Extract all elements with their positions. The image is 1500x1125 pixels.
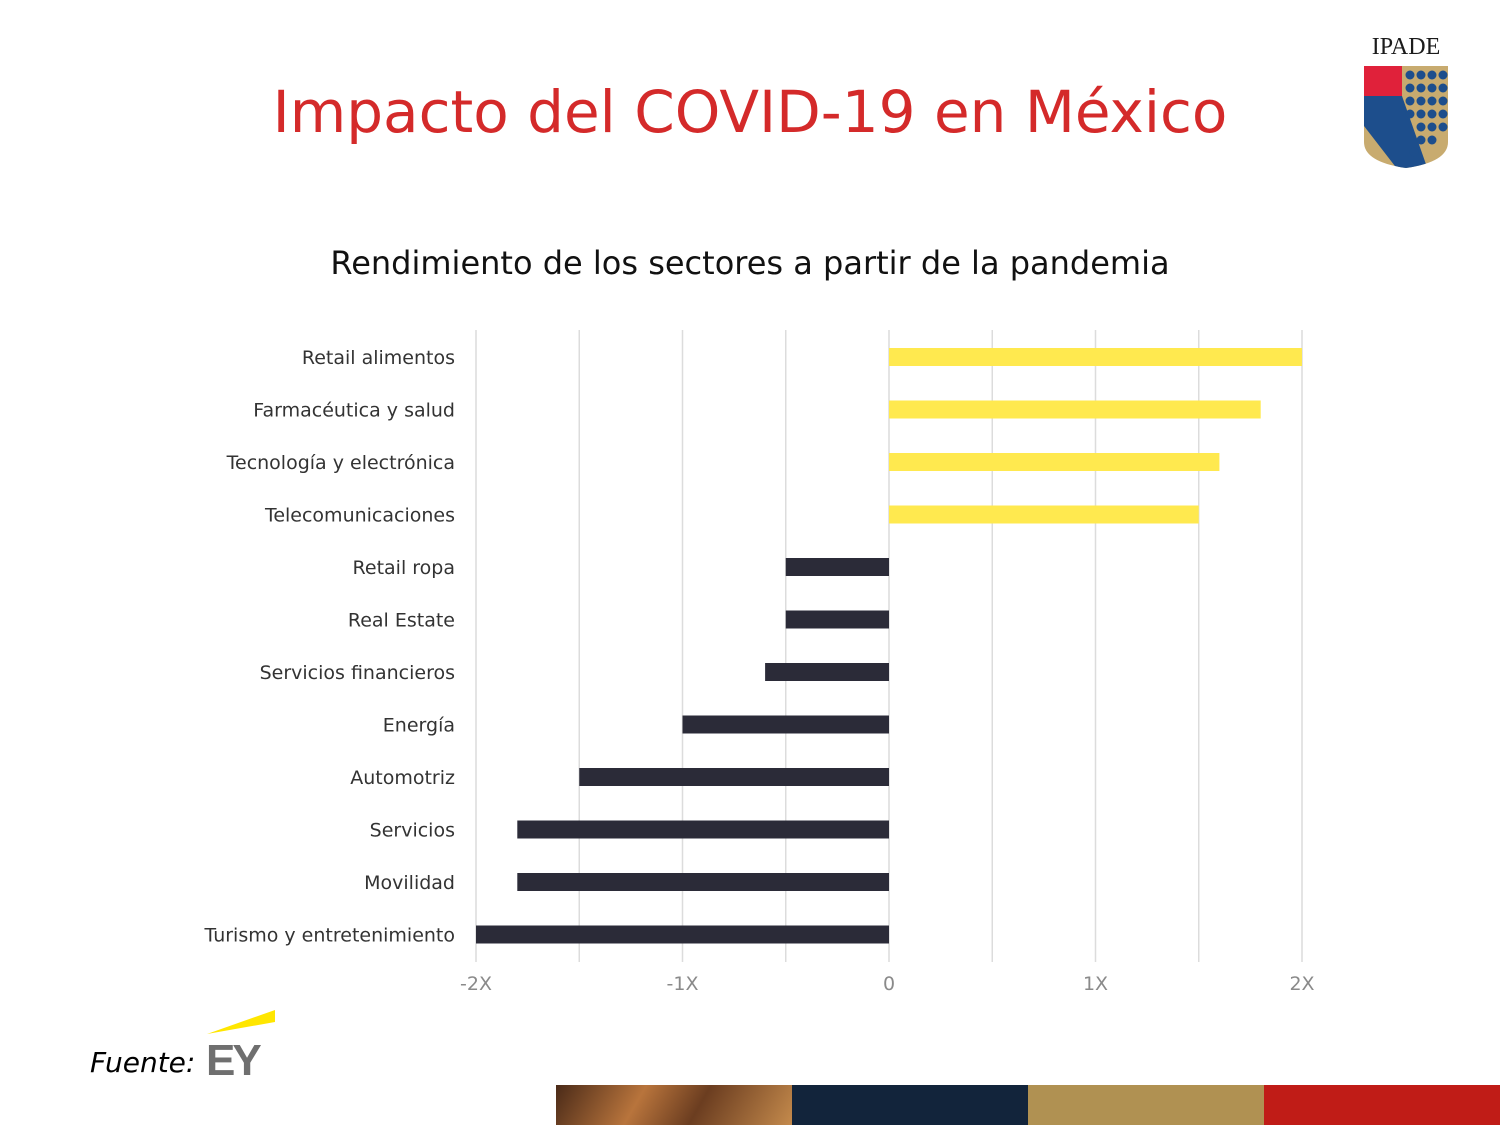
bar [889,348,1302,366]
footer-red-band [1264,1085,1500,1125]
footer-gold-band [1028,1085,1264,1125]
ipade-shield-icon [1364,66,1448,168]
bar [682,715,889,734]
bar [889,400,1261,419]
bar [517,873,889,891]
ipade-logo: IPADE [1358,34,1458,174]
bar [889,505,1199,524]
bar [889,453,1220,471]
category-label: Retail ropa [353,557,455,579]
category-label: Movilidad [364,872,455,894]
category-label: Retail alimentos [302,347,455,369]
ipade-logo-text: IPADE [1371,34,1441,60]
x-tick-label: -2X [460,973,492,995]
category-label: Tecnología y electrónica [226,452,455,474]
footer-photo-band [556,1085,792,1125]
bar [579,768,889,786]
category-label: Turismo y entretenimiento [203,925,455,947]
x-tick-label: 0 [883,973,895,995]
sector-performance-chart: Retail alimentos Farmacéutica y salud Tecn… [203,330,1315,995]
slide-title: Impacto del COVID-19 en México [272,78,1228,146]
category-label: Servicios financieros [260,662,455,684]
ey-logo: EY [203,1008,283,1085]
chart-title: Rendimiento de los sectores a partir de … [330,244,1170,282]
category-label: Automotriz [350,767,455,789]
x-tick-label: -1X [667,973,699,995]
category-label: Farmacéutica y salud [253,400,455,422]
bar [476,925,889,944]
bar [785,558,889,576]
category-label: Energía [383,715,455,737]
source-label: Fuente: [90,1046,196,1079]
footer-navy-band [792,1085,1028,1125]
ey-logo-text: EY [206,1036,262,1085]
category-label: Telecomunicaciones [264,505,455,527]
bar [517,820,889,839]
x-tick-label: 2X [1289,973,1314,995]
category-label: Real Estate [348,610,455,632]
category-label: Servicios [370,820,455,842]
bar [765,663,889,681]
ey-beam-icon [207,1010,275,1034]
bar [785,610,889,629]
x-tick-label: 1X [1083,973,1108,995]
